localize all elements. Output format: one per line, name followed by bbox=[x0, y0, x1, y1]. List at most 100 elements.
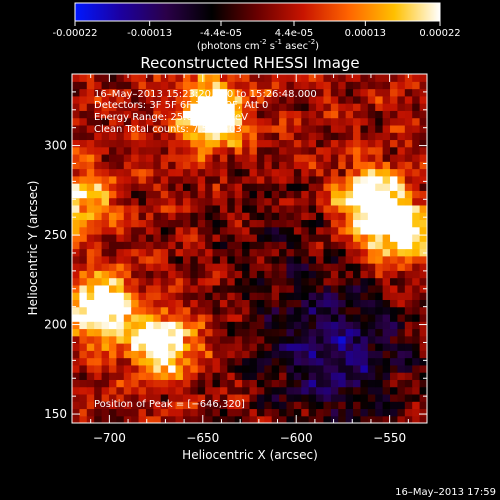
image-pixel bbox=[397, 110, 406, 119]
image-pixel bbox=[271, 321, 280, 330]
image-pixel bbox=[101, 350, 110, 359]
image-pixel bbox=[123, 372, 132, 380]
image-pixel bbox=[279, 124, 288, 133]
image-pixel bbox=[404, 153, 413, 162]
image-pixel bbox=[160, 139, 169, 148]
image-pixel bbox=[190, 219, 199, 228]
image-pixel bbox=[412, 357, 421, 366]
image-pixel bbox=[190, 364, 199, 373]
image-pixel bbox=[397, 146, 406, 155]
image-pixel bbox=[382, 386, 391, 395]
image-pixel bbox=[227, 343, 236, 351]
image-pixel bbox=[123, 408, 132, 417]
image-pixel bbox=[345, 321, 354, 330]
image-pixel bbox=[145, 255, 154, 264]
image-pixel bbox=[123, 153, 132, 162]
image-pixel bbox=[264, 364, 273, 373]
image-pixel bbox=[412, 88, 421, 97]
image-pixel bbox=[353, 306, 362, 315]
image-pixel bbox=[390, 343, 399, 351]
image-pixel bbox=[279, 139, 288, 148]
image-pixel bbox=[108, 408, 117, 417]
image-pixel bbox=[360, 299, 369, 308]
image-pixel bbox=[293, 263, 302, 271]
image-pixel bbox=[412, 190, 421, 199]
image-pixel bbox=[79, 248, 88, 257]
image-pixel bbox=[212, 255, 221, 264]
image-pixel bbox=[79, 161, 88, 170]
image-pixel bbox=[330, 372, 339, 380]
image-pixel bbox=[190, 270, 199, 279]
image-pixel bbox=[101, 328, 110, 337]
image-pixel bbox=[367, 379, 376, 388]
image-pixel bbox=[101, 415, 110, 423]
image-pixel bbox=[353, 386, 362, 395]
image-pixel bbox=[197, 415, 206, 423]
image-pixel bbox=[108, 219, 117, 228]
image-pixel bbox=[404, 321, 413, 330]
image-pixel bbox=[160, 168, 169, 177]
image-pixel bbox=[131, 197, 140, 206]
image-pixel bbox=[212, 233, 221, 242]
image-pixel bbox=[338, 241, 347, 250]
image-pixel bbox=[316, 132, 325, 141]
image-pixel bbox=[397, 226, 406, 235]
image-pixel bbox=[338, 233, 347, 242]
image-pixel bbox=[330, 204, 339, 213]
image-pixel bbox=[323, 233, 332, 242]
image-pixel bbox=[242, 306, 251, 315]
image-pixel bbox=[345, 204, 354, 213]
image-pixel bbox=[382, 103, 391, 111]
image-pixel bbox=[219, 226, 228, 235]
image-pixel bbox=[205, 372, 214, 380]
image-pixel bbox=[175, 132, 184, 141]
image-pixel bbox=[271, 379, 280, 388]
image-pixel bbox=[197, 197, 206, 206]
image-pixel bbox=[367, 81, 376, 90]
image-pixel bbox=[323, 335, 332, 344]
image-pixel bbox=[338, 183, 347, 191]
image-pixel bbox=[271, 357, 280, 366]
image-pixel bbox=[353, 372, 362, 380]
image-pixel bbox=[79, 175, 88, 184]
image-pixel bbox=[382, 168, 391, 177]
image-pixel bbox=[79, 343, 88, 351]
image-pixel bbox=[301, 168, 310, 177]
image-pixel bbox=[264, 415, 273, 423]
image-pixel bbox=[316, 88, 325, 97]
image-pixel bbox=[345, 132, 354, 141]
image-pixel bbox=[308, 248, 317, 257]
image-pixel bbox=[301, 146, 310, 155]
image-pixel bbox=[249, 81, 258, 90]
image-pixel bbox=[293, 204, 302, 213]
image-pixel bbox=[279, 95, 288, 104]
image-pixel bbox=[301, 328, 310, 337]
image-pixel bbox=[160, 357, 169, 366]
image-pixel bbox=[353, 139, 362, 148]
image-pixel bbox=[205, 132, 214, 141]
image-pixel bbox=[72, 161, 80, 170]
image-pixel bbox=[316, 233, 325, 242]
image-pixel bbox=[293, 408, 302, 417]
image-pixel bbox=[108, 88, 117, 97]
image-pixel bbox=[160, 255, 169, 264]
image-pixel bbox=[382, 204, 391, 213]
image-pixel bbox=[249, 415, 258, 423]
image-pixel bbox=[190, 233, 199, 242]
image-pixel bbox=[72, 350, 80, 359]
image-pixel bbox=[168, 146, 177, 155]
image-pixel bbox=[212, 81, 221, 90]
image-pixel bbox=[397, 103, 406, 111]
image-pixel bbox=[390, 212, 399, 221]
y-tick-label: 250 bbox=[44, 228, 67, 242]
image-pixel bbox=[338, 110, 347, 119]
image-pixel bbox=[219, 292, 228, 300]
image-pixel bbox=[264, 386, 273, 395]
image-pixel bbox=[145, 146, 154, 155]
image-pixel bbox=[205, 379, 214, 388]
image-pixel bbox=[404, 270, 413, 279]
image-pixel bbox=[168, 343, 177, 351]
image-pixel bbox=[256, 292, 265, 300]
image-pixel bbox=[72, 110, 80, 119]
